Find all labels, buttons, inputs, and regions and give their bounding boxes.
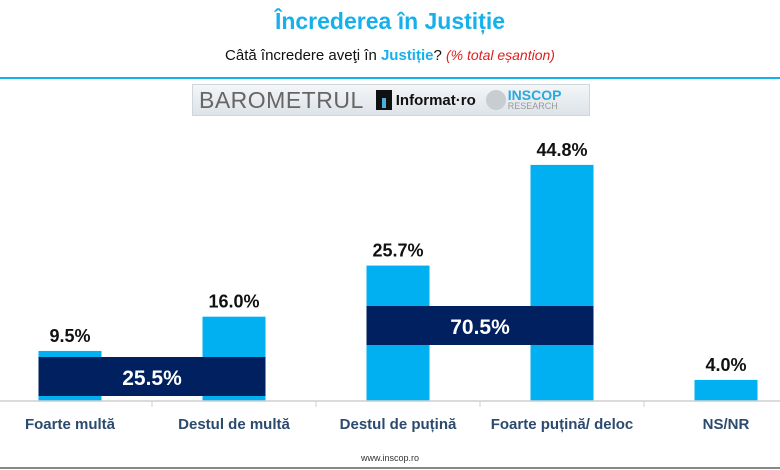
group-label: 25.5% — [122, 367, 182, 390]
chart-subtitle: Câtă încredere aveţi în Justiție? (% tot… — [0, 47, 780, 64]
category-label: Destul de multă — [178, 416, 290, 433]
value-label: 16.0% — [208, 292, 259, 312]
value-label: 25.7% — [372, 241, 423, 261]
research-text: RESEARCH — [507, 101, 558, 111]
header-divider — [0, 77, 780, 79]
group-label: 70.5% — [450, 316, 510, 339]
inscop-icon — [485, 90, 506, 110]
question-note: (% total eșantion) — [446, 47, 555, 63]
bar — [694, 379, 758, 401]
informat-logo: Informat·ro — [375, 90, 476, 110]
footer-url: www.inscop.ro — [360, 453, 420, 463]
group-band — [366, 306, 594, 345]
question-text: Câtă încredere aveţi în — [225, 47, 381, 64]
value-label: 44.8% — [536, 140, 587, 160]
category-label: Foarte puțină/ deloc — [491, 416, 634, 433]
informat-icon — [375, 90, 392, 110]
chart-title: Încrederea în Justiție — [274, 8, 506, 34]
inscop-text: INSCOP — [507, 87, 562, 103]
logo-banner: BAROMETRUL Informat·ro INSCOP RESEARCH — [192, 84, 590, 116]
barometrul-logo: BAROMETRUL — [199, 86, 364, 113]
category-label: Foarte multă — [25, 416, 116, 433]
informat-text: Informat·ro — [395, 91, 476, 109]
bar — [530, 164, 594, 401]
footer-divider — [0, 467, 780, 469]
category-label: NS/NR — [703, 416, 750, 433]
question-highlight: Justiție — [380, 47, 434, 64]
group-band — [38, 357, 266, 396]
value-label: 4.0% — [705, 355, 746, 375]
question-mark: ? — [433, 47, 442, 64]
inscop-logo: INSCOP RESEARCH — [485, 87, 562, 111]
category-label: Destul de puțină — [340, 416, 457, 433]
value-label: 9.5% — [49, 326, 90, 346]
